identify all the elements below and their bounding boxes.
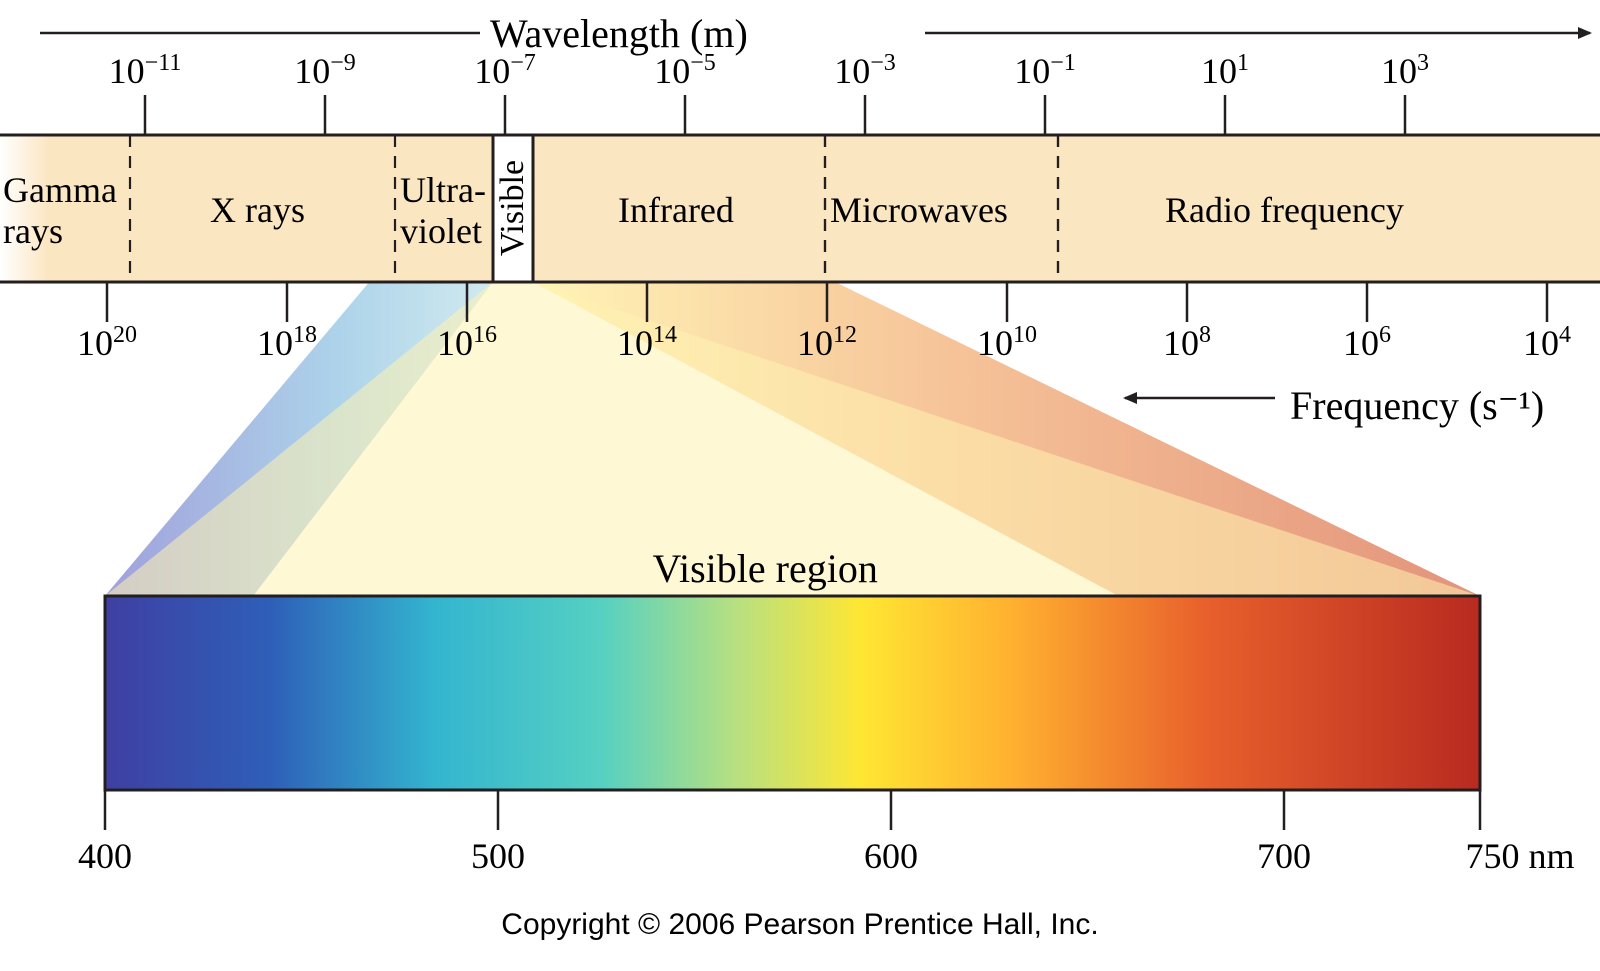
em-spectrum-svg <box>0 0 1600 971</box>
